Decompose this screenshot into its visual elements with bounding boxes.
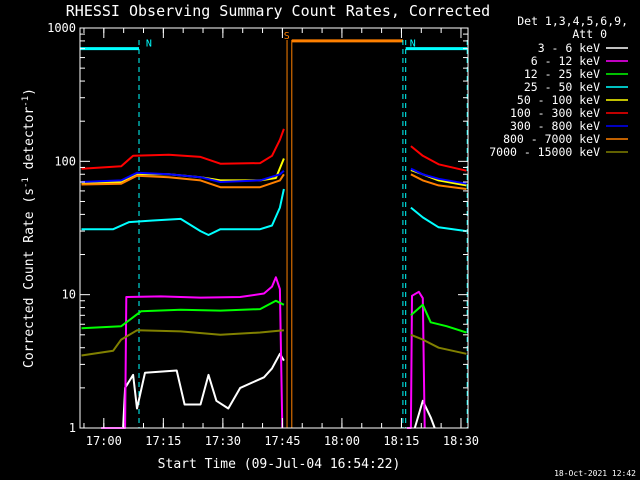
legend-entry-label: 100 - 300 keV — [510, 106, 600, 120]
y-axis-label-part: Corrected Count Rate (s — [22, 188, 37, 368]
legend-header-line: Att 0 — [572, 27, 607, 41]
series-line — [413, 399, 436, 429]
x-tick-label: 17:45 — [264, 434, 300, 448]
x-tick-label: 18:00 — [324, 434, 360, 448]
x-tick-label: 17:15 — [145, 434, 181, 448]
series-line — [410, 167, 467, 185]
plot-frame — [79, 27, 469, 429]
axis-layer: 1 10 100 1000 17:00 17:15 17:30 17:45 18:00 18:15… — [47, 21, 479, 448]
y-axis-label-superscript: -1 — [21, 177, 31, 188]
annotation-label: S — [284, 31, 290, 42]
legend-entry-label: 7000 - 15000 keV — [489, 145, 600, 159]
series-line — [410, 206, 467, 233]
series-line — [101, 276, 284, 429]
series-line — [81, 299, 285, 330]
legend-entry-label: 25 - 50 keV — [524, 80, 600, 94]
y-tick-label: 1 — [69, 421, 76, 435]
series-line — [81, 169, 285, 183]
chart-title: RHESSI Observing Summary Count Rates, Co… — [66, 2, 490, 20]
series-line — [410, 333, 467, 355]
y-tick-label: 100 — [54, 154, 76, 168]
series-line — [81, 329, 284, 357]
series-line — [81, 188, 285, 236]
series-line — [410, 145, 467, 172]
y-tick-label: 1000 — [47, 21, 76, 35]
annotation-layer: N NS — [80, 31, 468, 428]
footer-date: 18-Oct-2021 12:42 — [554, 469, 636, 478]
legend-entry-label: 800 - 7000 keV — [503, 132, 600, 146]
x-tick-label: 17:30 — [205, 434, 241, 448]
series-line — [81, 173, 285, 189]
y-axis-label-part: ) — [22, 88, 37, 96]
legend-entry-label: 3 - 6 keV — [538, 41, 600, 55]
annotation-label: N — [146, 39, 152, 50]
series-line — [101, 352, 285, 429]
legend-entry-label: 300 - 800 keV — [510, 119, 600, 133]
x-axis-label: Start Time (09-Jul-04 16:54:22) — [158, 457, 401, 472]
legend-header-line: Det 1,3,4,5,6,9, — [517, 14, 628, 28]
series-line — [410, 173, 467, 190]
x-tick-label: 18:30 — [443, 434, 479, 448]
series-line — [410, 303, 467, 334]
legend-entry-label: 12 - 25 keV — [524, 67, 600, 81]
x-tick-label: 18:15 — [383, 434, 419, 448]
y-axis-label-part: detector — [22, 107, 37, 178]
series-line — [81, 128, 285, 170]
y-axis-label-superscript: -1 — [21, 96, 31, 107]
legend-entry-label: 50 - 100 keV — [517, 93, 600, 107]
y-axis-label: Corrected Count Rate (s-1 detector-1) — [21, 88, 37, 368]
annotation-label: N — [410, 39, 416, 50]
x-tick-label: 17:00 — [86, 434, 122, 448]
legend-entry-label: 6 - 12 keV — [531, 54, 600, 68]
y-tick-label: 10 — [62, 288, 76, 302]
